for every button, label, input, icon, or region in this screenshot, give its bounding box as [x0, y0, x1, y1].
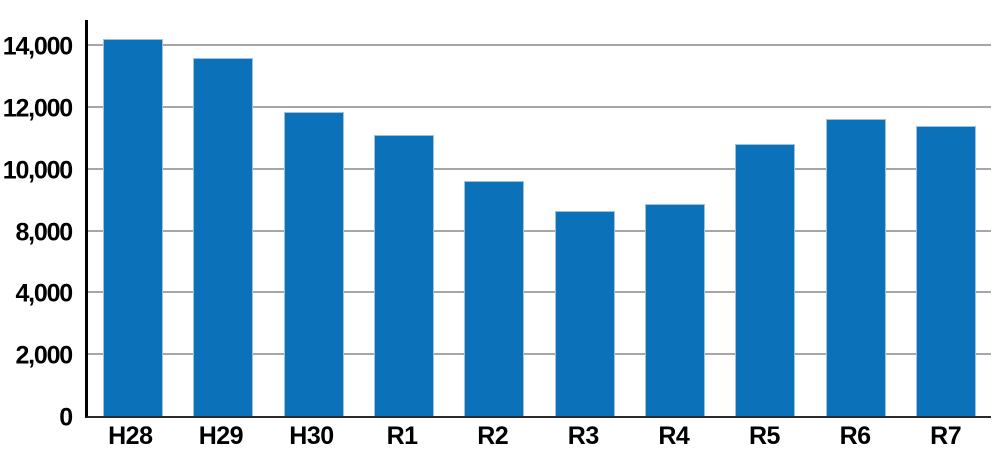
x-tick-label-R3: R3: [567, 422, 599, 450]
bar-R7: [915, 125, 976, 416]
bar-slot: [901, 20, 991, 416]
x-tick-label-H30: H30: [289, 422, 334, 450]
x-tick-label-R6: R6: [839, 422, 871, 450]
y-axis-labels: 0 2,000 4,000 8,000 10,000 12,000 14,000: [0, 20, 76, 430]
bar-slot: [449, 20, 539, 416]
x-tick-label-H29: H29: [198, 422, 244, 450]
plot-area: [85, 20, 991, 418]
x-tick-label-R4: R4: [658, 422, 690, 450]
bar-slot: [269, 20, 359, 416]
x-tick-label-R1: R1: [386, 422, 418, 450]
x-tick-label-H28: H28: [108, 422, 153, 450]
bar-R3: [554, 210, 615, 416]
y-tick-label: 0: [59, 403, 73, 432]
gridline: [88, 229, 991, 232]
bar-H29: [193, 57, 254, 416]
y-tick-label: 2,000: [15, 341, 73, 370]
y-tick-label: 10,000: [2, 156, 73, 185]
y-tick-label: 12,000: [2, 94, 73, 123]
bar-R6: [825, 119, 886, 416]
gridline: [88, 167, 991, 170]
y-tick-label: 4,000: [15, 279, 73, 308]
x-tick-label-R2: R2: [477, 422, 509, 450]
bar-slot: [359, 20, 449, 416]
bar-R5: [735, 144, 796, 416]
bar-slot: [88, 20, 178, 416]
bar-slot: [630, 20, 720, 416]
x-tick-label-R5: R5: [748, 422, 780, 450]
bar-slot: [720, 20, 810, 416]
gridline: [88, 44, 991, 47]
bar-H30: [283, 111, 344, 416]
gridline: [88, 106, 991, 108]
y-tick-label: 8,000: [15, 218, 73, 247]
x-axis-labels: H28 H29 H30 R1 R2 R3 R4 R5 R6 R7: [85, 424, 991, 449]
bar-slot: [178, 20, 268, 416]
bar-slot: [810, 20, 900, 416]
bar-R2: [464, 181, 525, 416]
gridline: [88, 353, 991, 356]
bar-H28: [103, 39, 164, 416]
bar-R4: [644, 204, 705, 416]
bar-slot: [539, 20, 629, 416]
bar-R1: [374, 134, 435, 416]
gridline: [88, 291, 991, 294]
x-tick-label-R7: R7: [930, 422, 962, 450]
y-tick-label: 14,000: [2, 32, 73, 61]
bars-layer: [88, 20, 991, 416]
